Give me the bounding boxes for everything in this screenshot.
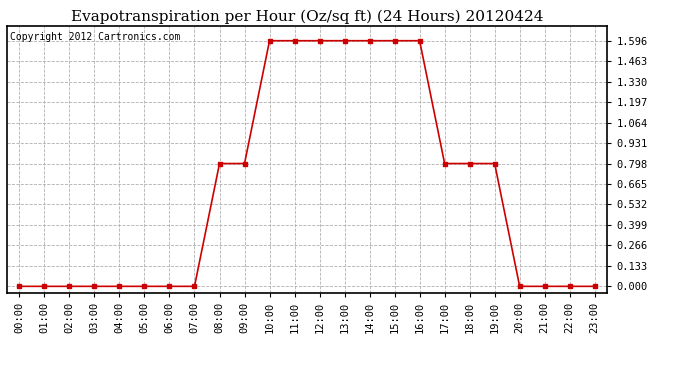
Title: Evapotranspiration per Hour (Oz/sq ft) (24 Hours) 20120424: Evapotranspiration per Hour (Oz/sq ft) (… bbox=[71, 9, 543, 24]
Text: Copyright 2012 Cartronics.com: Copyright 2012 Cartronics.com bbox=[10, 32, 180, 42]
